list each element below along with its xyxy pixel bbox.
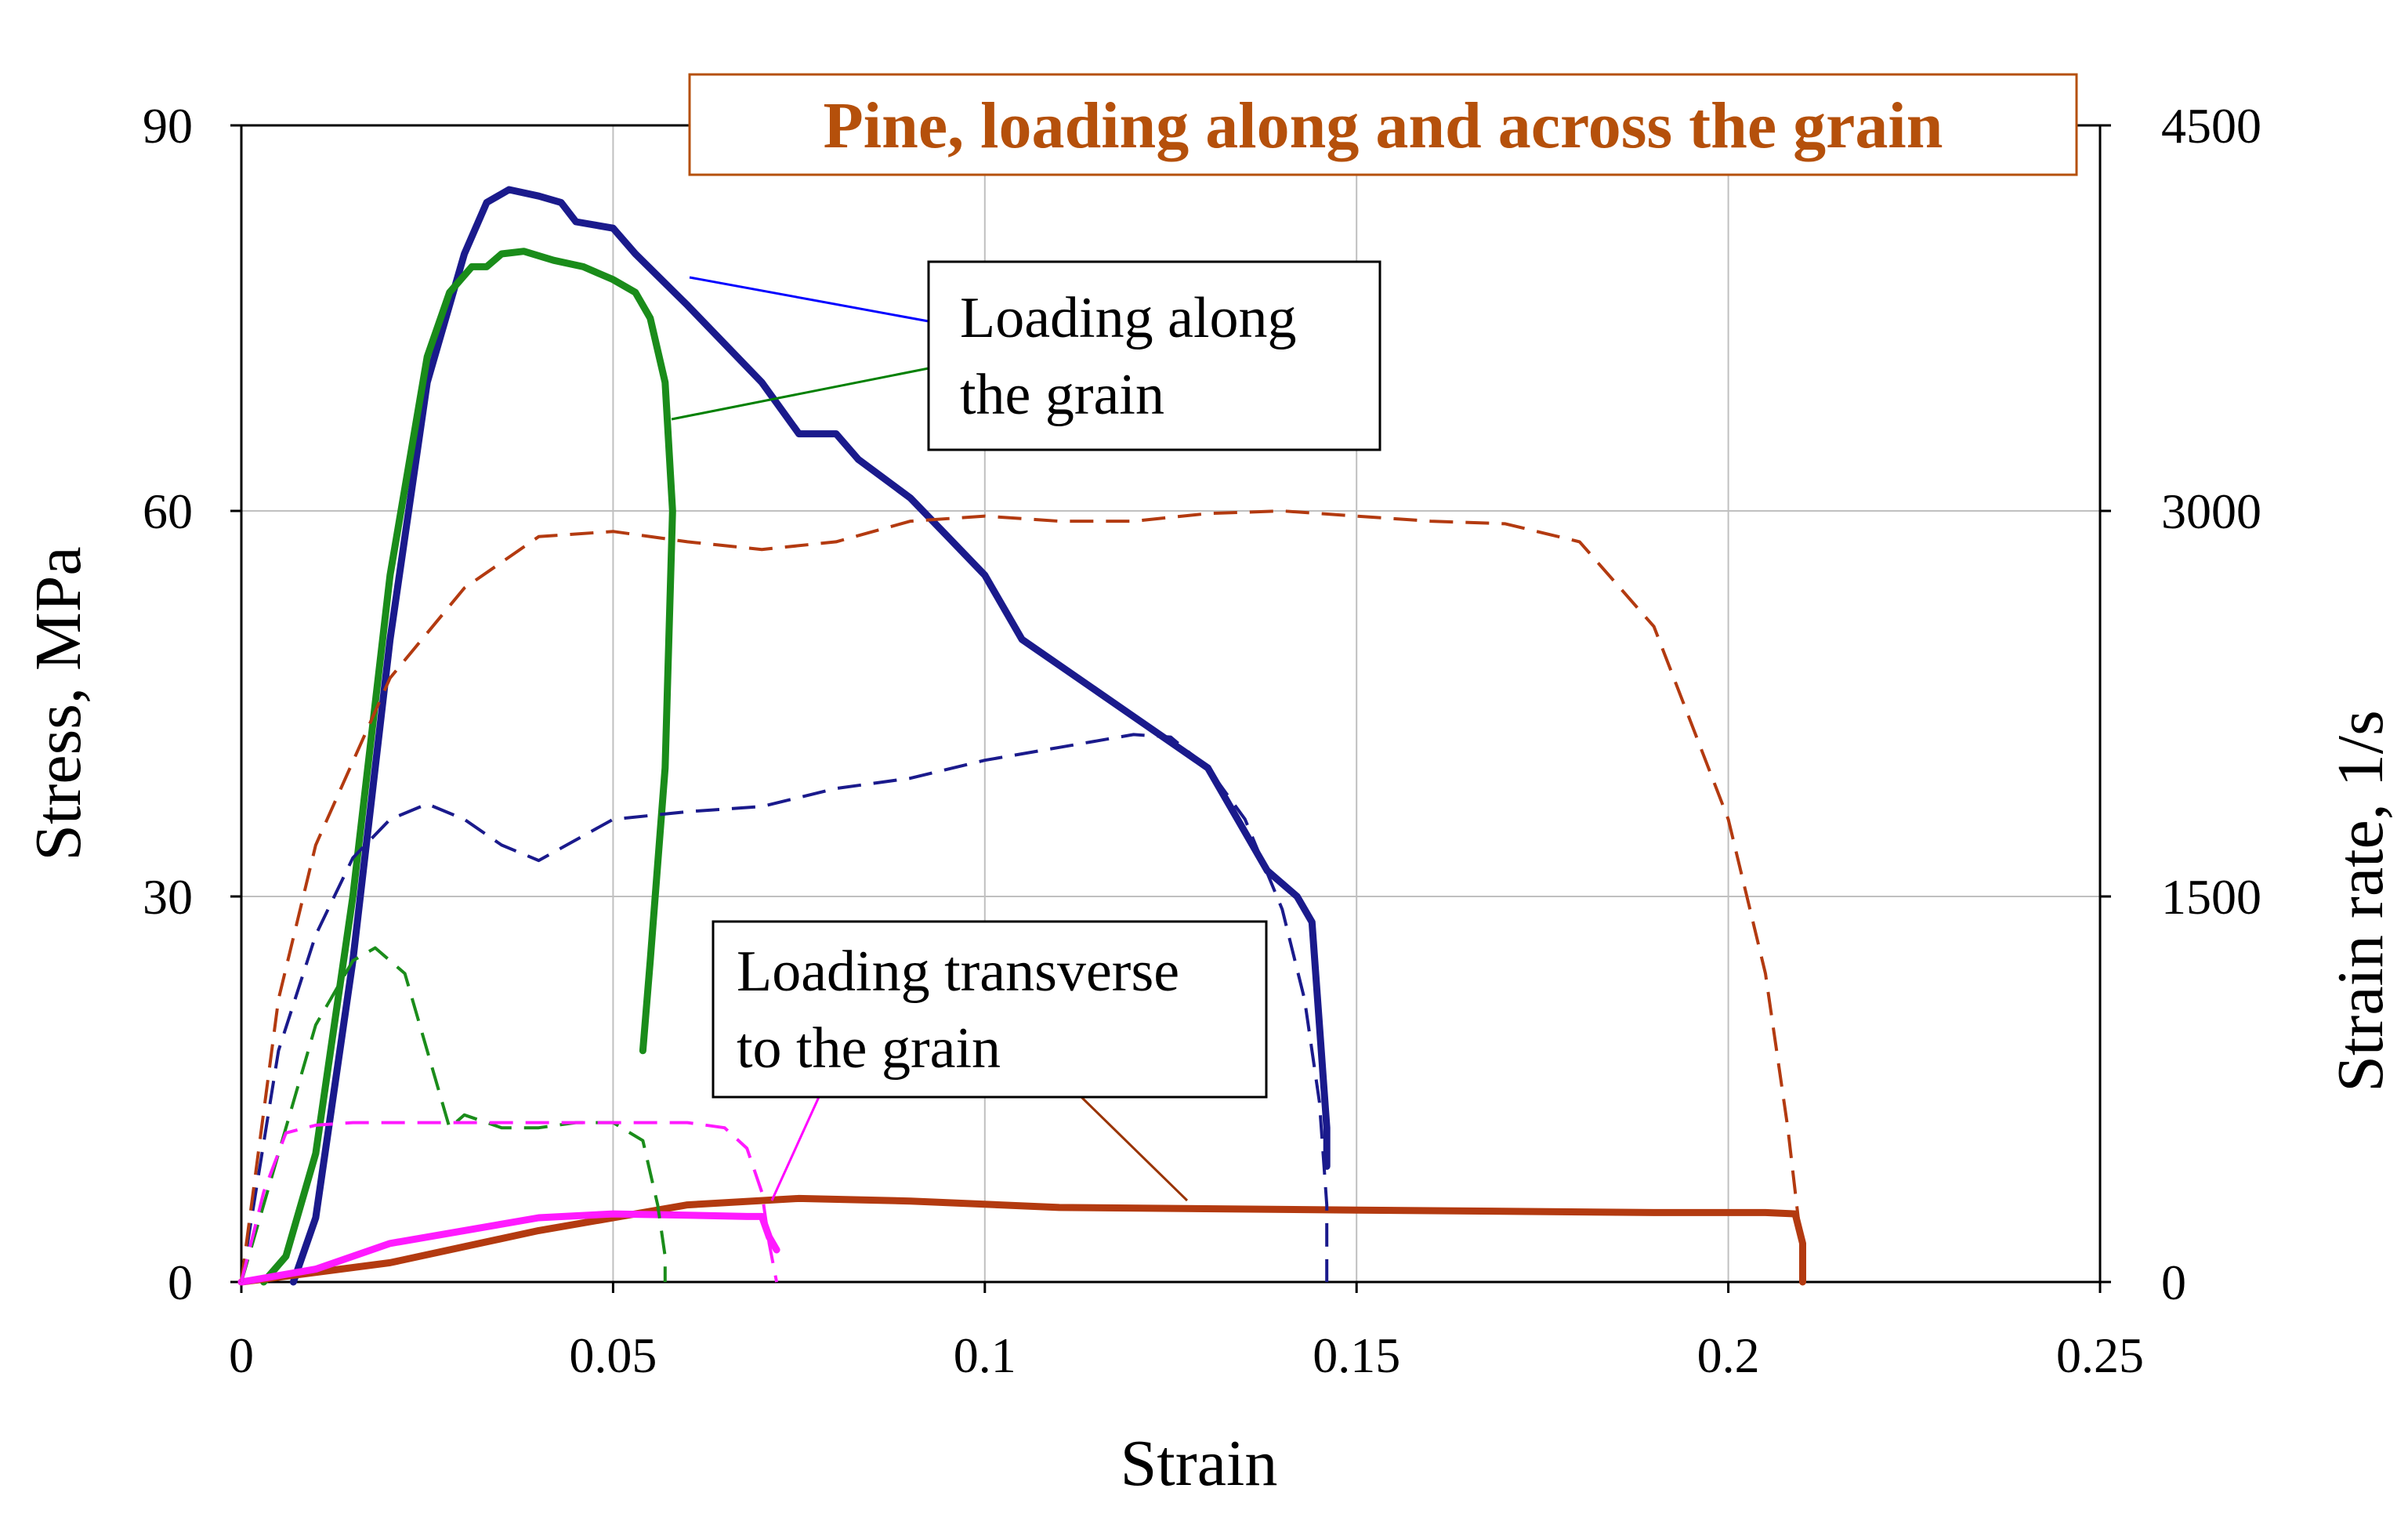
- x-tick-label: 0.05: [569, 1327, 657, 1383]
- annotation-along-line2: the grain: [960, 363, 1164, 427]
- annotation-transverse-box: [712, 920, 1268, 1099]
- series-line-4: [237, 1210, 780, 1286]
- leader-transverse-2: [1080, 1095, 1189, 1202]
- series-line-6: [240, 946, 667, 1283]
- annotation-along-box: [927, 260, 1381, 451]
- series-line-7: [240, 509, 1805, 1283]
- series-line-5: [240, 733, 1329, 1283]
- annotation-transverse-line1: Loading transverse: [737, 940, 1179, 1004]
- y-tick-label: 60: [143, 483, 193, 539]
- leader-transverse-1: [770, 1096, 820, 1201]
- x-tick-label: 0.1: [954, 1327, 1016, 1383]
- x-tick-label: 0.15: [1313, 1327, 1400, 1383]
- y2-tick-label: 0: [2161, 1255, 2186, 1310]
- series-line-1: [289, 186, 1331, 1286]
- y2-axis-title: Strain rate, 1/s: [2324, 710, 2397, 1092]
- series-line-2: [260, 248, 676, 1286]
- leader-along-2: [671, 367, 929, 421]
- x-tick-label: 0.25: [2056, 1327, 2144, 1383]
- annotation-transverse-line2: to the grain: [737, 1016, 1001, 1081]
- axis-ticks: 0 0.05 0.1 0.15 0.2 0.25 0 30 60 90 0 1500 3000 4500: [143, 98, 2261, 1383]
- y-tick-label: 90: [143, 98, 193, 154]
- series-group: [237, 186, 1806, 1286]
- y2-tick-label: 1500: [2161, 869, 2261, 925]
- x-tick-label: 0: [229, 1327, 254, 1383]
- title-box: [688, 73, 2078, 176]
- y-tick-label: 0: [168, 1255, 193, 1310]
- annotation-along-line1: Loading along: [960, 286, 1297, 350]
- y-tick-label: 30: [143, 869, 193, 925]
- series-line-3: [237, 1194, 1806, 1286]
- x-axis-title: Strain: [1121, 1427, 1278, 1500]
- leader-along-1: [689, 276, 929, 323]
- y2-tick-label: 4500: [2161, 98, 2261, 154]
- annotation-leaders: [671, 276, 1189, 1202]
- chart-title: Pine, loading along and across the grain: [824, 89, 1943, 162]
- y2-tick-label: 3000: [2161, 483, 2261, 539]
- y-axis-title: Stress, MPa: [22, 546, 95, 860]
- x-tick-label: 0.2: [1697, 1327, 1760, 1383]
- series-line-8: [240, 1121, 779, 1283]
